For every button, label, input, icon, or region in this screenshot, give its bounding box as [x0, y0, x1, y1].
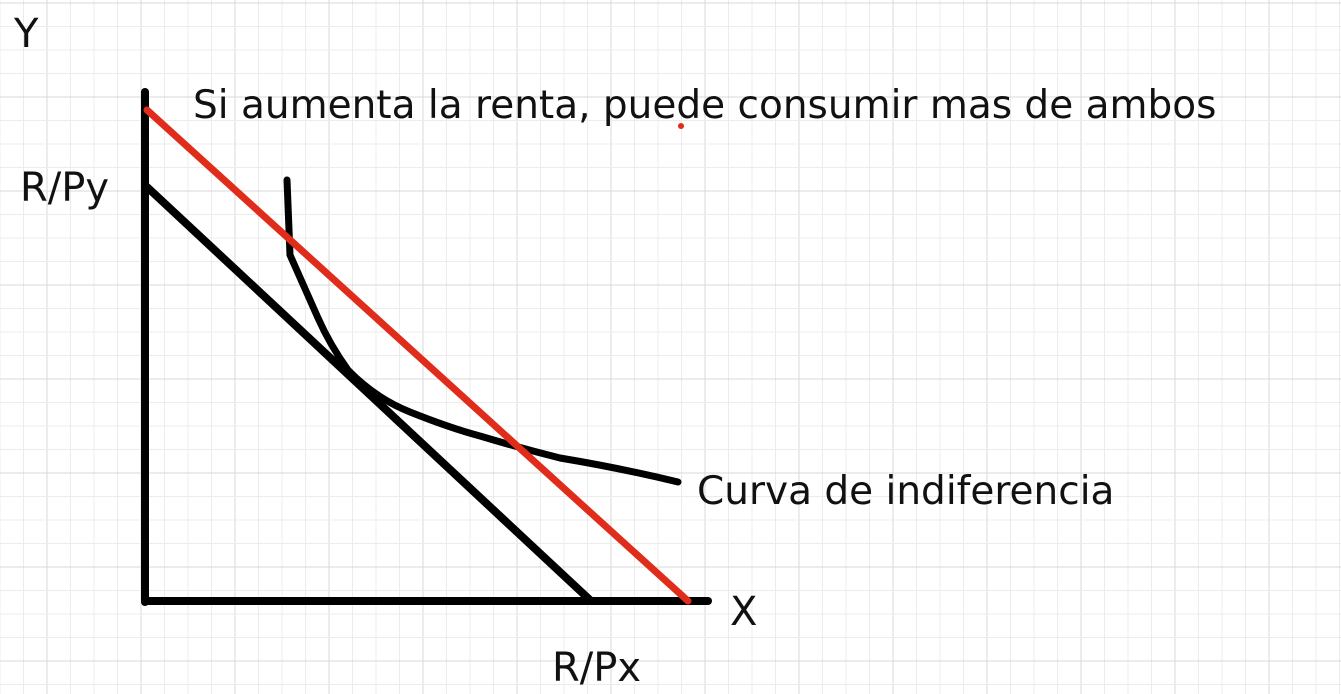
- red-dot: [678, 123, 684, 129]
- x-intercept-label: R/Px: [552, 645, 642, 691]
- indifference-curve: [283, 176, 682, 486]
- annotation-text: Si aumenta la renta, puede consumir mas …: [193, 83, 1217, 128]
- y-axis-label: Y: [14, 11, 39, 57]
- curve-label: Curva de indiferencia: [697, 469, 1115, 514]
- x-axis-label: X: [730, 589, 758, 635]
- y-intercept-label: R/Py: [20, 165, 110, 211]
- budget-line-increased-income: [143, 106, 692, 605]
- budget-line-original: [143, 183, 594, 604]
